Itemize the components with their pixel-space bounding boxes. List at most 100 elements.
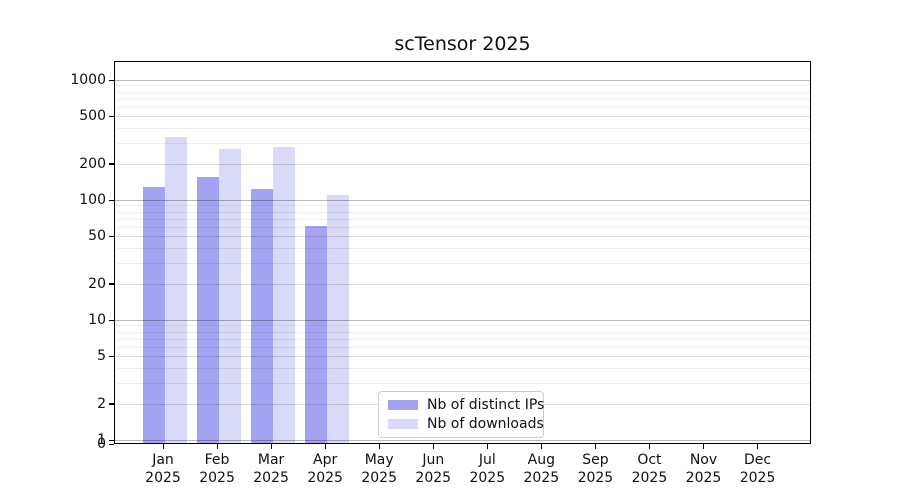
x-tick-aug bbox=[540, 444, 543, 449]
y-tick-200 bbox=[109, 163, 114, 165]
bar-distinct-ips-feb bbox=[197, 176, 220, 444]
legend-label-distinct-ips: Nb of distinct IPs bbox=[427, 397, 545, 413]
bar-downloads-jan bbox=[165, 137, 187, 444]
x-tick-label-nov: Nov 2025 bbox=[669, 451, 739, 487]
month-label: Nov bbox=[689, 452, 718, 468]
x-tick-jun bbox=[432, 444, 434, 449]
gridline-4 bbox=[115, 367, 810, 369]
x-tick-label-jun: Jun 2025 bbox=[398, 451, 468, 487]
month-label: Oct bbox=[637, 452, 662, 468]
y-tick-label-50: 50 bbox=[88, 228, 106, 245]
x-tick-jul bbox=[486, 444, 488, 449]
x-tick-apr bbox=[324, 444, 326, 449]
x-tick-mar bbox=[270, 444, 272, 449]
x-tick-label-may: May 2025 bbox=[344, 451, 414, 487]
y-tick-1 bbox=[109, 439, 114, 441]
bar-distinct-ips-mar bbox=[251, 189, 274, 444]
y-tick-20 bbox=[109, 283, 114, 285]
legend-entry-downloads: Nb of downloads bbox=[388, 416, 544, 432]
gridline-20 bbox=[115, 283, 810, 285]
gridline-1000 bbox=[115, 80, 810, 81]
y-tick-label-1000: 1000 bbox=[70, 72, 106, 88]
y-tick-label-200: 200 bbox=[79, 155, 106, 172]
gridline-900 bbox=[115, 85, 810, 87]
bar-downloads-mar bbox=[273, 146, 296, 444]
y-tick-1000 bbox=[109, 79, 114, 81]
x-tick-oct bbox=[648, 444, 651, 449]
year-label: 2025 bbox=[415, 470, 452, 486]
bar-distinct-ips-jan bbox=[143, 186, 165, 444]
y-tick-label-5: 5 bbox=[97, 348, 106, 365]
gridline-9 bbox=[115, 325, 810, 327]
x-tick-sep bbox=[594, 444, 597, 449]
y-tick-label-100: 100 bbox=[79, 192, 106, 208]
y-tick-10 bbox=[109, 319, 114, 321]
y-tick-5 bbox=[109, 355, 114, 357]
y-tick-50 bbox=[109, 235, 114, 237]
gridline-30 bbox=[115, 262, 810, 264]
month-label: Dec bbox=[744, 452, 772, 468]
month-label: Feb bbox=[204, 452, 230, 468]
year-label: 2025 bbox=[253, 470, 289, 486]
gridline-7 bbox=[115, 338, 810, 340]
year-label: 2025 bbox=[307, 470, 343, 486]
y-tick-label-500: 500 bbox=[79, 108, 106, 125]
legend-entry-distinct-ips: Nb of distinct IPs bbox=[388, 397, 544, 413]
x-tick-label-dec: Dec 2025 bbox=[723, 451, 793, 487]
legend-label-downloads: Nb of downloads bbox=[427, 416, 544, 432]
x-tick-label-mar: Mar 2025 bbox=[236, 451, 306, 487]
x-tick-label-apr: Apr 2025 bbox=[290, 451, 360, 487]
gridline-3 bbox=[115, 382, 810, 384]
y-tick-label-2: 2 bbox=[97, 395, 106, 412]
gridline-100 bbox=[115, 200, 810, 201]
gridline-60 bbox=[115, 226, 810, 228]
gridline-500 bbox=[115, 116, 810, 118]
y-tick-0 bbox=[109, 443, 114, 445]
month-label: May bbox=[364, 452, 394, 468]
year-label: 2025 bbox=[361, 470, 397, 486]
y-tick-label-10: 10 bbox=[88, 312, 106, 328]
gridline-400 bbox=[115, 127, 810, 129]
year-label: 2025 bbox=[577, 470, 614, 486]
year-label: 2025 bbox=[739, 470, 776, 486]
month-label: Jun bbox=[422, 452, 445, 468]
x-tick-label-sep: Sep 2025 bbox=[560, 451, 630, 487]
year-label: 2025 bbox=[199, 470, 235, 486]
y-tick-2 bbox=[109, 403, 114, 405]
x-tick-may bbox=[378, 444, 380, 449]
month-label: Apr bbox=[313, 452, 338, 468]
month-label: Mar bbox=[257, 452, 285, 468]
x-tick-nov bbox=[703, 444, 705, 449]
year-label: 2025 bbox=[523, 470, 560, 486]
year-label: 2025 bbox=[631, 470, 668, 486]
gridline-10 bbox=[115, 320, 810, 321]
year-label: 2025 bbox=[145, 470, 181, 486]
y-tick-label-1: 1 bbox=[97, 432, 106, 448]
gridline-6 bbox=[115, 346, 810, 348]
y-tick-label-0: 0 bbox=[97, 436, 106, 452]
gridline-200 bbox=[115, 163, 810, 165]
x-tick-feb bbox=[216, 444, 218, 449]
bar-distinct-ips-apr bbox=[305, 225, 328, 444]
gridline-70 bbox=[115, 218, 810, 220]
x-tick-label-aug: Aug 2025 bbox=[506, 451, 576, 487]
x-tick-label-feb: Feb 2025 bbox=[182, 451, 252, 487]
year-label: 2025 bbox=[469, 470, 506, 486]
x-tick-label-jul: Jul 2025 bbox=[452, 451, 522, 487]
bar-downloads-apr bbox=[327, 195, 350, 444]
gridline-300 bbox=[115, 142, 810, 144]
y-tick-label-20: 20 bbox=[88, 275, 106, 292]
legend: Nb of distinct IPs Nb of downloads bbox=[378, 391, 544, 438]
bar-downloads-feb bbox=[219, 149, 242, 444]
y-tick-100 bbox=[109, 199, 114, 201]
month-label: Aug bbox=[527, 452, 556, 468]
gridline-5 bbox=[115, 356, 810, 358]
gridline-1 bbox=[115, 440, 810, 441]
month-label: Jul bbox=[478, 452, 496, 468]
legend-swatch-downloads bbox=[388, 419, 418, 429]
month-label: Jan bbox=[152, 452, 174, 468]
chart-title: scTensor 2025 bbox=[394, 33, 531, 55]
gridline-600 bbox=[115, 106, 810, 108]
x-tick-label-oct: Oct 2025 bbox=[614, 451, 684, 487]
